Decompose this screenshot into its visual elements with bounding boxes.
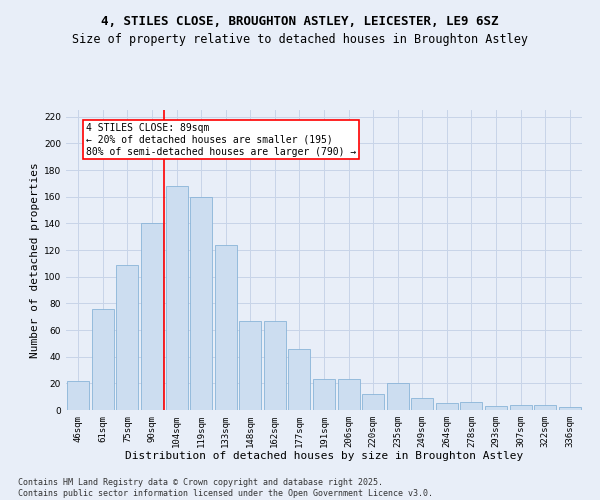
- Bar: [460, 402, 482, 410]
- Text: Size of property relative to detached houses in Broughton Astley: Size of property relative to detached ho…: [72, 32, 528, 46]
- Bar: [92, 308, 114, 410]
- Bar: [509, 404, 532, 410]
- Y-axis label: Number of detached properties: Number of detached properties: [30, 162, 40, 358]
- Bar: [215, 244, 237, 410]
- Bar: [559, 408, 581, 410]
- Bar: [485, 406, 507, 410]
- Bar: [166, 186, 188, 410]
- Bar: [534, 404, 556, 410]
- X-axis label: Distribution of detached houses by size in Broughton Astley: Distribution of detached houses by size …: [125, 452, 523, 462]
- Bar: [411, 398, 433, 410]
- Text: Contains HM Land Registry data © Crown copyright and database right 2025.
Contai: Contains HM Land Registry data © Crown c…: [18, 478, 433, 498]
- Bar: [67, 380, 89, 410]
- Bar: [264, 320, 286, 410]
- Bar: [386, 384, 409, 410]
- Bar: [338, 380, 359, 410]
- Text: 4 STILES CLOSE: 89sqm
← 20% of detached houses are smaller (195)
80% of semi-det: 4 STILES CLOSE: 89sqm ← 20% of detached …: [86, 124, 356, 156]
- Bar: [289, 348, 310, 410]
- Bar: [239, 320, 262, 410]
- Bar: [116, 264, 139, 410]
- Bar: [190, 196, 212, 410]
- Bar: [141, 224, 163, 410]
- Text: 4, STILES CLOSE, BROUGHTON ASTLEY, LEICESTER, LE9 6SZ: 4, STILES CLOSE, BROUGHTON ASTLEY, LEICE…: [101, 15, 499, 28]
- Bar: [436, 404, 458, 410]
- Bar: [362, 394, 384, 410]
- Bar: [313, 380, 335, 410]
